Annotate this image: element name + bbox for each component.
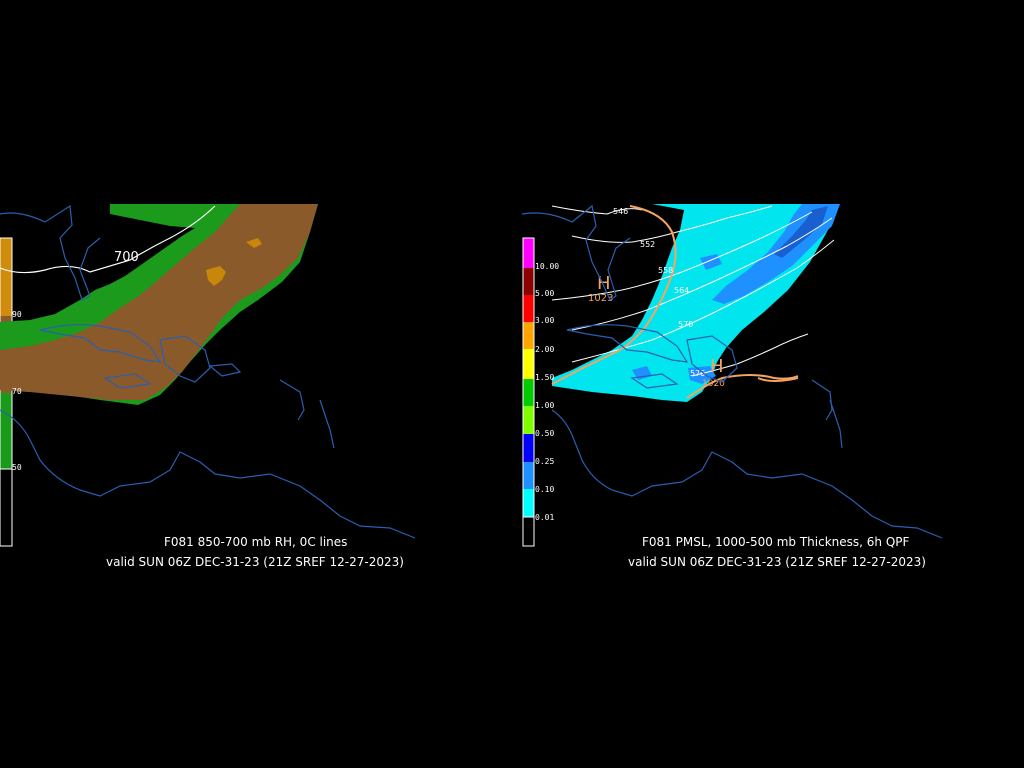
rh-title: F081 850-700 mb RH, 0C lines — [164, 535, 348, 549]
colorbar-swatch-90 — [0, 238, 12, 316]
colorbar-label: 10.00 — [535, 262, 560, 271]
rh90-patch — [246, 238, 262, 248]
qpf-mid-patch — [688, 366, 716, 384]
thickness-label: 552 — [640, 240, 655, 249]
pressure-label: 1020 — [702, 379, 725, 389]
contour-label: 700 — [114, 250, 139, 265]
colorbar-swatch-none — [0, 468, 13, 547]
rh-colorbar — [0, 237, 13, 547]
colorbar-label: 0.50 — [535, 429, 555, 438]
colorbar-label: 0.01 — [535, 513, 555, 522]
colorbar-label-90: 90 — [12, 310, 22, 319]
rh-valid-time: valid SUN 06Z DEC-31-23 (21Z SREF 12-27-… — [106, 555, 404, 569]
rh-panel: 700 90 70 50 F081 850-700 mb RH, 0C line… — [0, 204, 416, 569]
pmsl-title: F081 PMSL, 1000-500 mb Thickness, 6h QPF — [642, 535, 910, 549]
pmsl-valid-time: valid SUN 06Z DEC-31-23 (21Z SREF 12-27-… — [628, 555, 926, 569]
colorbar-swatch-50 — [0, 393, 12, 469]
colorbar-label: 0.10 — [535, 485, 555, 494]
colorbar-label-50: 50 — [12, 463, 22, 472]
pmsl-panel: H 1023 H 1020 546 552 558 564 570 576 10… — [512, 0, 1024, 768]
rh90-patch — [206, 266, 226, 286]
colorbar-label: 1.50 — [535, 373, 555, 382]
qpf-colorbar — [522, 237, 535, 547]
coastlines — [521, 204, 943, 539]
pressure-label: 1023 — [588, 293, 613, 304]
qpf-heavy-region — [774, 206, 828, 258]
coastlines — [0, 204, 416, 539]
rh70-region — [0, 204, 318, 400]
thickness-label: 546 — [613, 207, 628, 216]
high-pressure-symbol: H — [710, 356, 724, 377]
colorbar-label: 3.00 — [535, 316, 555, 325]
zero-c-contour — [0, 205, 216, 274]
thickness-label: 570 — [678, 320, 693, 329]
thickness-label: 558 — [658, 266, 673, 275]
colorbar-label-70: 70 — [12, 387, 22, 396]
colorbar-label: 2.00 — [535, 345, 555, 354]
colorbar-label: 0.25 — [535, 457, 555, 466]
colorbar-label: 5.00 — [535, 289, 555, 298]
thickness-label: 576 — [690, 369, 705, 378]
colorbar-label: 1.00 — [535, 401, 555, 410]
rh-map: 700 — [0, 204, 416, 547]
thickness-label: 564 — [674, 286, 689, 295]
isobars — [551, 205, 799, 399]
pmsl-map: H 1023 H 1020 546 552 558 564 570 576 — [521, 204, 943, 547]
